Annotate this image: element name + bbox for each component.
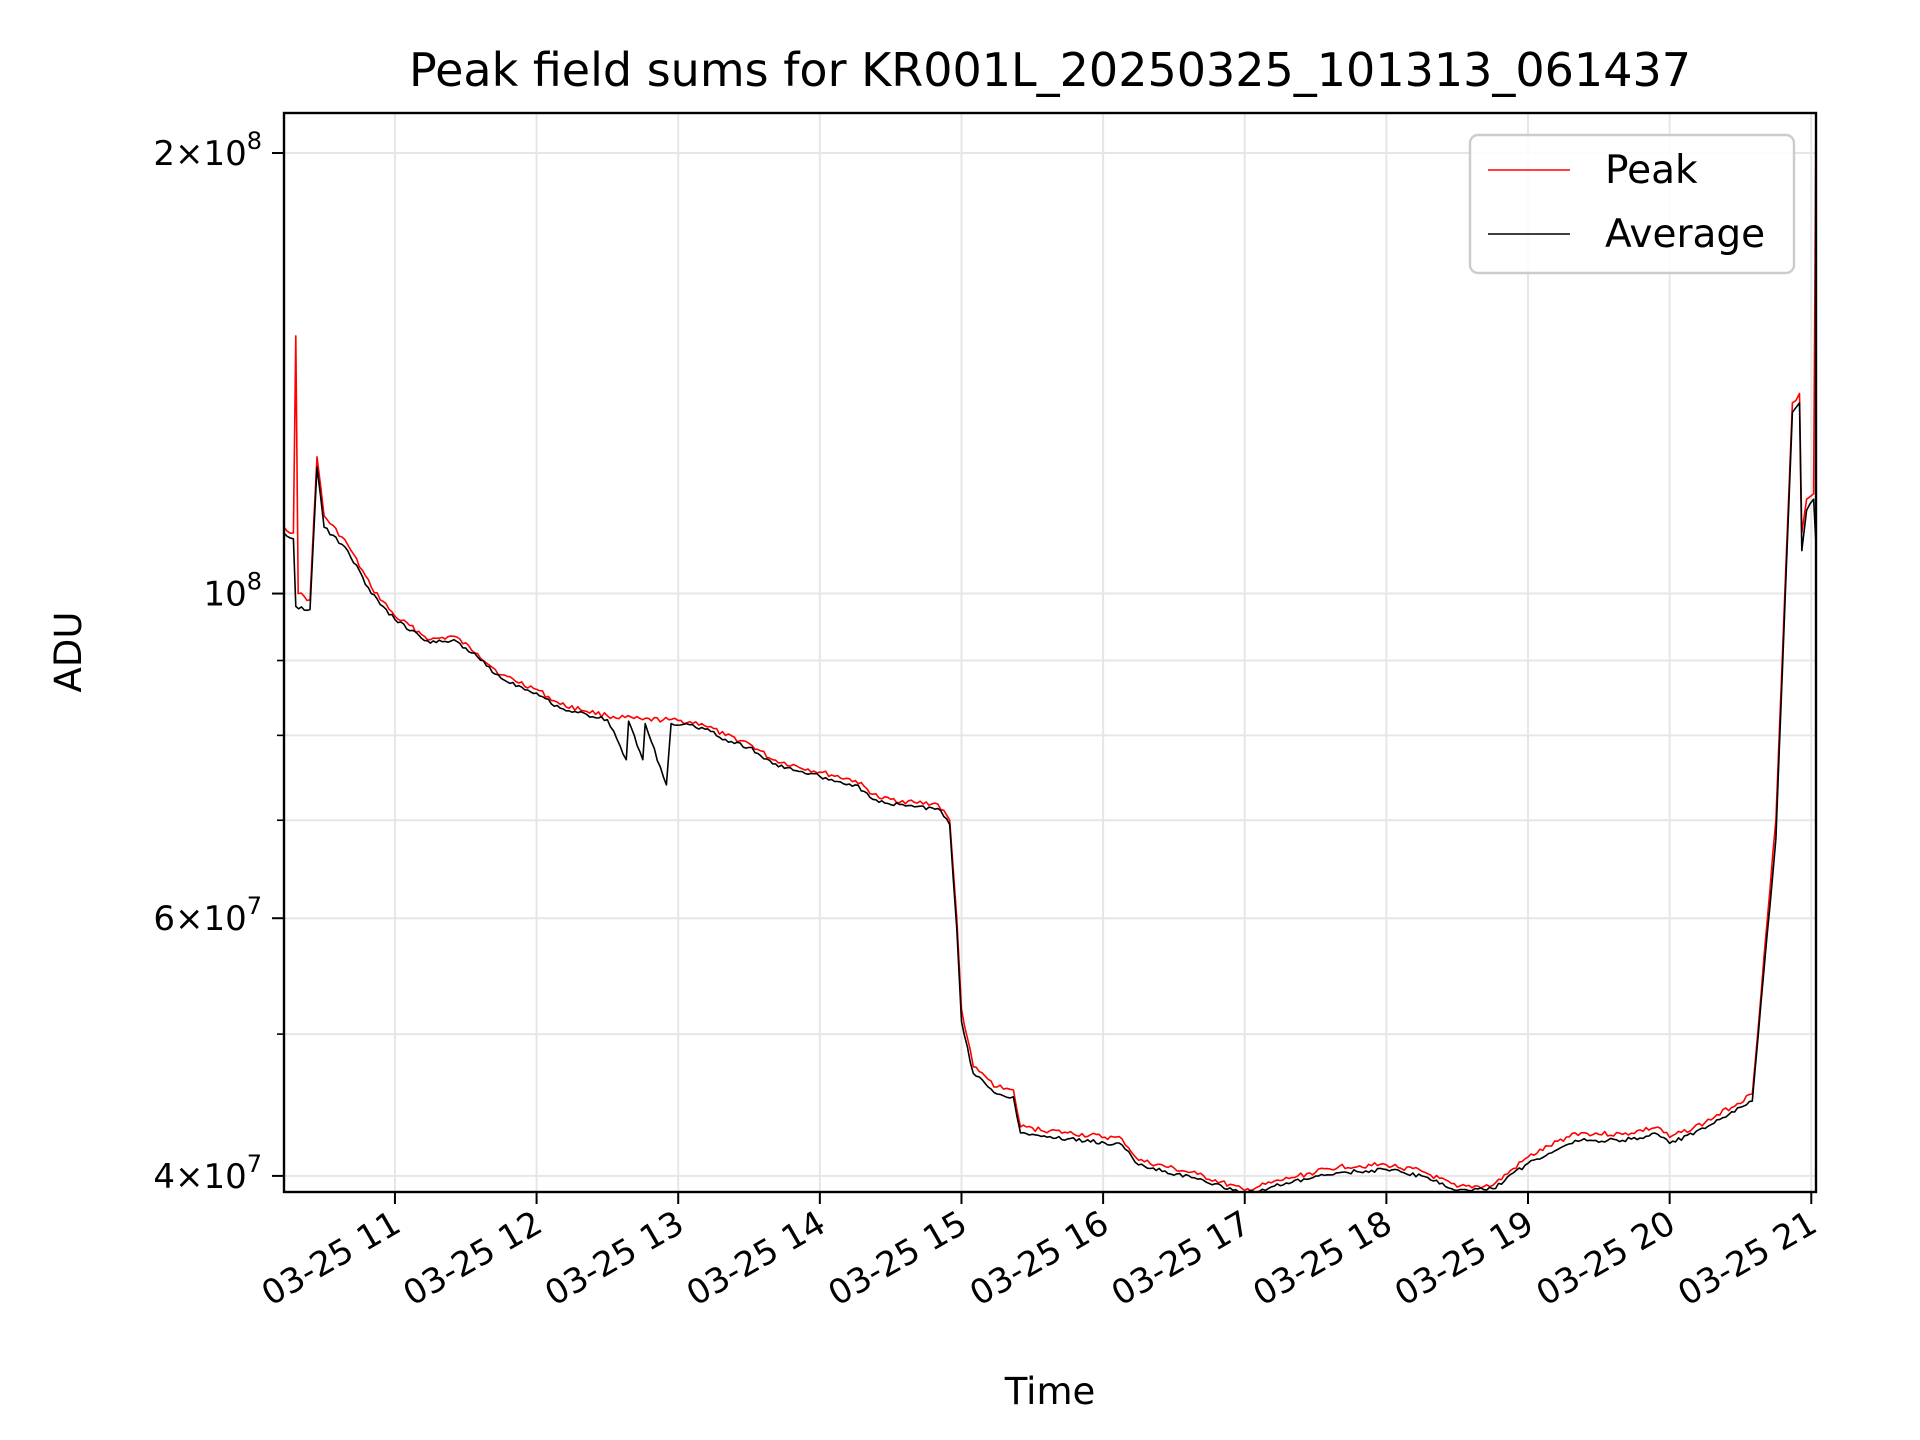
y-tick-label: 4×107 <box>153 1150 262 1197</box>
grid <box>284 113 1816 1192</box>
plot-frame <box>282 111 1818 1194</box>
y-tick-label: 108 <box>203 568 262 615</box>
series-line-average <box>283 402 1817 1193</box>
chart-title: Peak field sums for KR001L_20250325_1013… <box>409 43 1691 97</box>
legend-label-average: Average <box>1605 212 1765 257</box>
y-axis-label: ADU <box>47 612 90 693</box>
legend: Peak Average <box>1468 133 1796 275</box>
legend-label-peak: Peak <box>1605 148 1698 193</box>
y-tick-label: 2×108 <box>153 127 262 174</box>
y-tick-label: 6×107 <box>153 892 262 939</box>
x-axis-label: Time <box>1004 1370 1096 1413</box>
series-line-peak <box>283 112 1817 1192</box>
series-layer <box>283 112 1817 1193</box>
y-axis: 4×107 6×107 108 2×108 <box>153 127 284 1197</box>
